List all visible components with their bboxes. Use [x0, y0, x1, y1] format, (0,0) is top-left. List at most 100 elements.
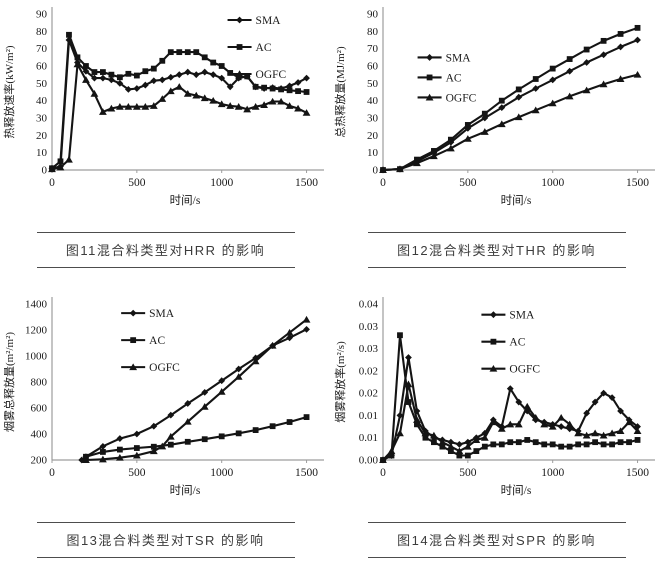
- tsr-legend-label-OGFC: OGFC: [149, 362, 180, 374]
- thr-OGFC-marker: [565, 92, 574, 100]
- spr-y-axis-label: 烟雾释放率(m²/s): [333, 341, 347, 423]
- hrr-AC-marker: [286, 87, 293, 94]
- spr-SMA-marker: [583, 409, 591, 417]
- thr-OGFC-marker: [616, 75, 625, 82]
- hrr-series-SMA: [48, 36, 310, 172]
- spr-OGFC-marker: [514, 420, 523, 428]
- spr-SMA-marker: [600, 389, 608, 397]
- spr-OGFC-marker: [421, 429, 430, 437]
- hrr-OGFC-marker: [56, 163, 65, 171]
- tsr-AC-marker: [201, 436, 208, 443]
- thr-ytick-label: 40: [367, 95, 379, 107]
- hrr-AC-marker: [295, 88, 301, 95]
- hrr-AC-marker: [83, 63, 89, 69]
- hrr-AC-marker: [176, 49, 183, 56]
- spr-OGFC-marker: [463, 442, 472, 450]
- hrr-legend: SMA AC OGFC: [227, 15, 287, 81]
- thr-series-SMA-line: [381, 38, 639, 172]
- spr-AC-marker: [431, 439, 437, 446]
- spr-OGFC-marker: [565, 420, 574, 428]
- spr-AC-marker: [524, 437, 531, 443]
- spr-AC-marker: [405, 399, 412, 405]
- thr-OGFC-marker: [514, 113, 523, 121]
- hrr-SMA-marker: [82, 67, 90, 75]
- spr-AC-marker: [532, 439, 539, 446]
- spr-legend-label-OGFC: OGFC: [509, 364, 540, 376]
- hrr-AC-marker: [218, 63, 225, 69]
- spr-AC-marker: [583, 441, 590, 448]
- thr-series-OGFC: [379, 70, 642, 173]
- thr-ytick-label: 90: [367, 9, 379, 21]
- hrr-AC-marker: [278, 86, 284, 93]
- spr-OGFC-marker: [633, 427, 642, 435]
- spr-AC-marker: [515, 439, 522, 446]
- tsr-xtick-label: 1500: [295, 467, 318, 479]
- hrr-OGFC-marker: [234, 103, 243, 110]
- hrr-SMA-marker: [294, 79, 302, 86]
- hrr-SMA-marker: [192, 71, 200, 79]
- hrr-OGFC-marker: [209, 96, 218, 104]
- tsr-AC-marker: [167, 441, 174, 448]
- thr-AC-marker: [600, 37, 607, 44]
- hrr-x-axis-label: 时间/s: [170, 194, 201, 207]
- tsr-SMA-marker: [201, 389, 209, 396]
- hrr-AC-marker: [184, 49, 191, 56]
- thr-y-axis-label: 总热释放量(MJ/m²): [333, 46, 347, 138]
- thr-legend: SMA AC OGFC: [417, 52, 477, 104]
- hrr-OGFC-marker: [132, 103, 141, 110]
- tsr-xtick-label: 1000: [210, 467, 233, 479]
- spr-AC-marker: [481, 443, 488, 450]
- spr-ytick-label: 0.03: [359, 321, 379, 333]
- tsr-OGFC-marker: [82, 456, 90, 463]
- spr-OGFC-marker: [396, 429, 404, 437]
- tsr-AC-marker: [133, 445, 140, 451]
- thr-OGFC-marker: [531, 106, 540, 114]
- hrr-OGFC-marker: [268, 97, 277, 105]
- spr-OGFC-marker: [438, 438, 447, 446]
- thr-OGFC-marker: [379, 166, 387, 173]
- thr-ytick-label: 70: [367, 43, 379, 55]
- tsr-ytick-label: 1000: [25, 351, 48, 363]
- hrr-series-AC: [49, 31, 310, 172]
- spr-AC-marker: [473, 448, 480, 454]
- hrr-SMA-marker: [167, 73, 175, 81]
- hrr-xtick-label: 1000: [210, 177, 233, 189]
- tsr-AC-marker: [269, 423, 276, 430]
- thr-OGFC-marker: [463, 135, 472, 142]
- thr-ytick-label: 0: [373, 165, 379, 177]
- tsr-y-axis-label: 烟雾总释放量(m²/m²): [2, 332, 16, 432]
- hrr-OGFC-marker: [82, 76, 90, 83]
- thr-OGFC-marker: [430, 152, 438, 160]
- spr-SMA-marker: [464, 438, 472, 446]
- tsr-legend-label-AC: AC: [149, 335, 165, 347]
- thr-axes: 0 10 20 30 40 50 60 70 80 90 0 500 1000 1500 总热释放量(MJ/…: [333, 7, 655, 207]
- spr-OGFC-marker: [379, 456, 387, 463]
- tsr-SMA-marker: [78, 456, 86, 464]
- thr-ytick-label: 80: [367, 26, 379, 38]
- tsr-SMA-marker: [116, 435, 124, 442]
- thr-SMA-marker: [617, 43, 624, 51]
- hrr-SMA-marker: [91, 74, 98, 82]
- figure-spr-caption-block: 图14混合料类型对SPR 的影响: [367, 522, 626, 558]
- hrr-legend-marker-AC: [236, 44, 243, 50]
- hrr-AC-marker: [235, 74, 242, 81]
- hrr-series-OGFC: [48, 60, 311, 173]
- spr-series-OGFC: [379, 380, 642, 463]
- tsr-OGFC-marker: [115, 453, 124, 461]
- tsr-AC-marker: [252, 427, 259, 433]
- hrr-ytick-label: 0: [42, 165, 48, 177]
- spr-AC-marker: [456, 452, 463, 459]
- spr-OGFC-marker: [480, 434, 489, 441]
- tsr-OGFC-marker: [132, 451, 141, 459]
- thr-AC-marker: [447, 136, 454, 143]
- tsr-ytick-label: 800: [31, 377, 48, 389]
- thr-AC-marker: [431, 148, 437, 154]
- spr-OGFC-marker: [489, 418, 498, 426]
- thr-xtick-label: 0: [380, 177, 386, 189]
- hrr-ytick-label: 20: [36, 130, 48, 142]
- tsr-legend-marker-AC: [130, 337, 137, 344]
- hrr-ytick-label: 10: [36, 147, 48, 159]
- hrr-AC-marker: [91, 69, 98, 75]
- hrr-SMA-marker: [107, 76, 115, 84]
